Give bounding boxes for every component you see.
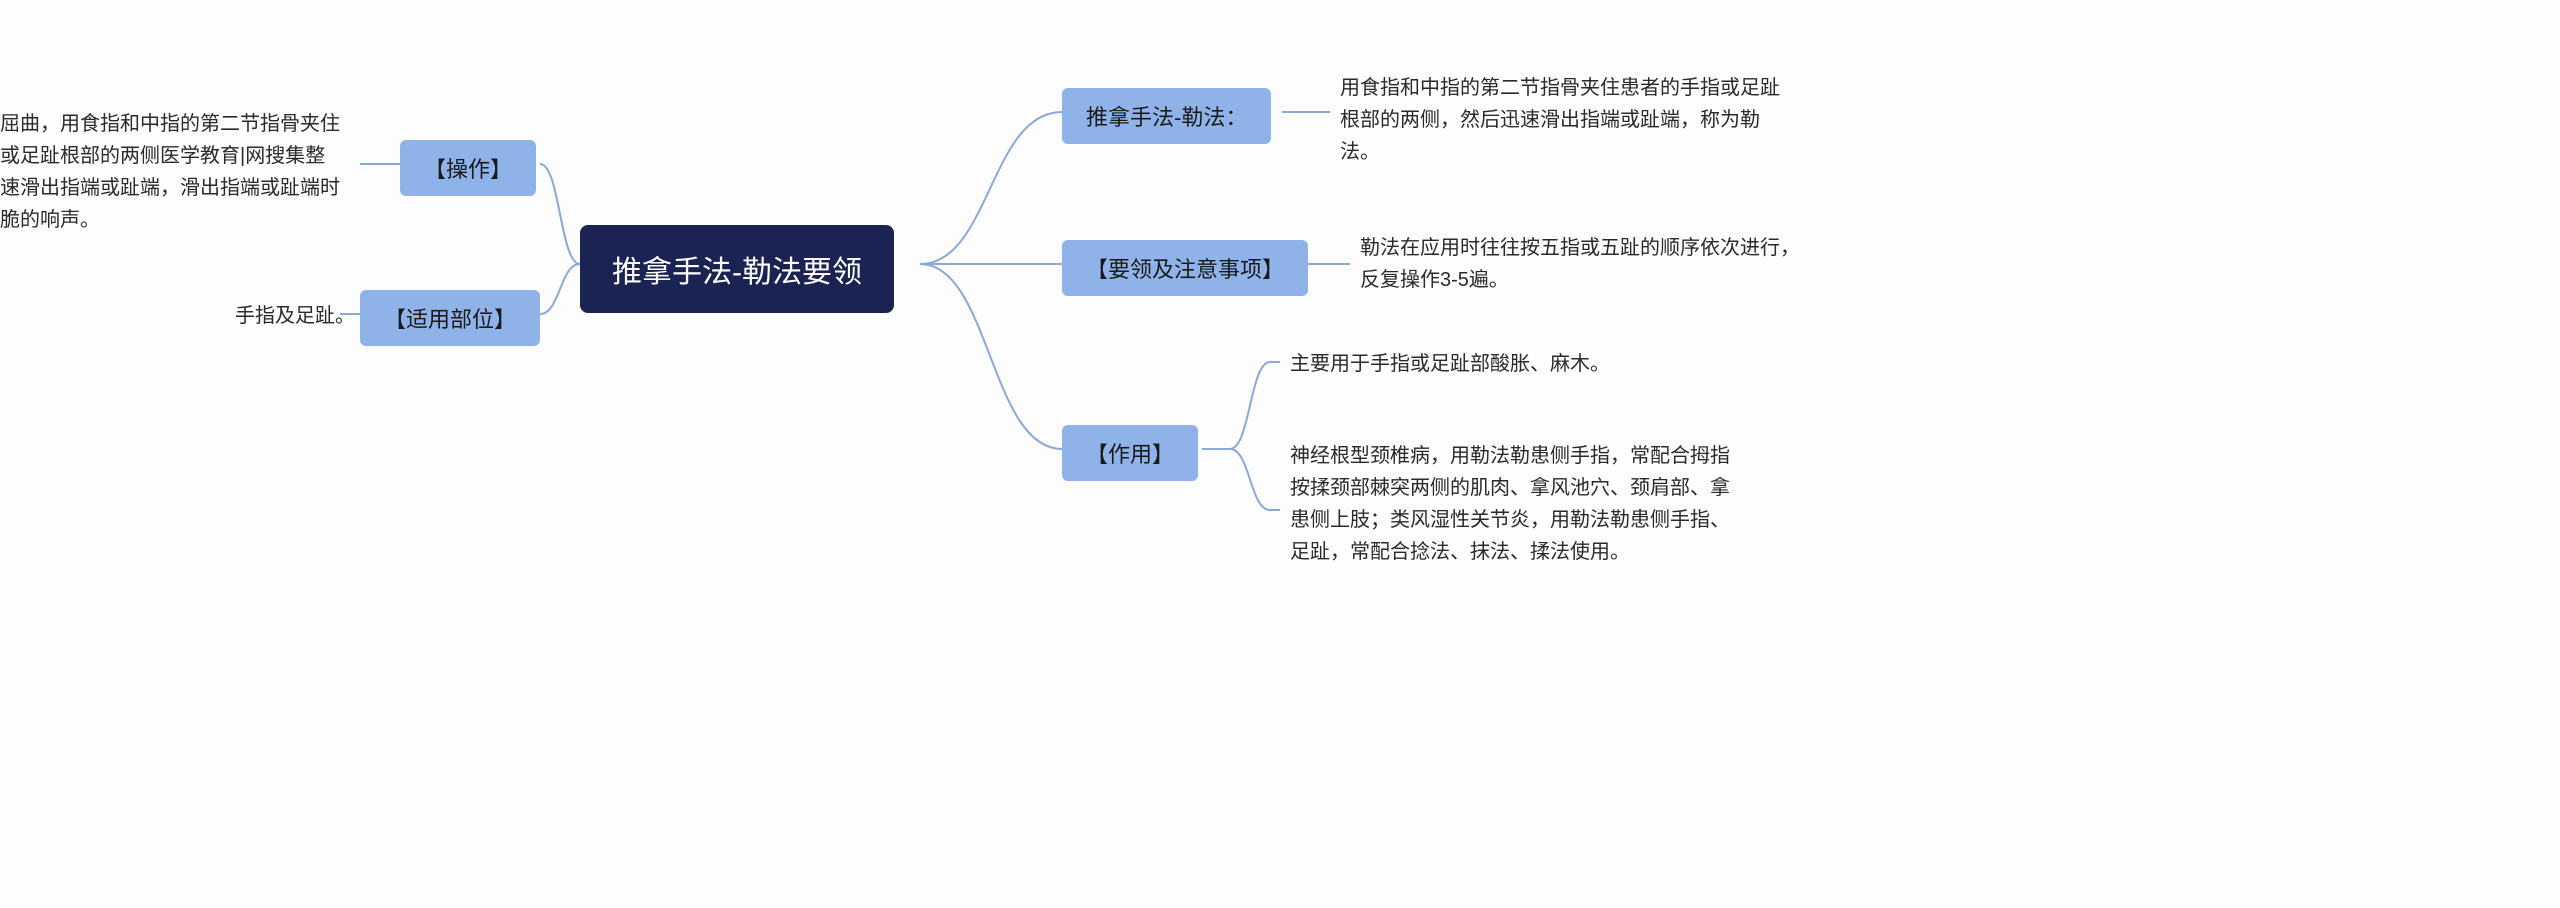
node-area[interactable]: 【适用部位】 [360,290,540,346]
leaf-notes: 勒法在应用时往往按五指或五趾的顺序依次进行，反复操作3-5遍。 [1360,232,1800,296]
node-method[interactable]: 推拿手法-勒法： [1062,88,1271,144]
node-effect[interactable]: 【作用】 [1062,425,1198,481]
node-notes[interactable]: 【要领及注意事项】 [1062,240,1308,296]
connectors-svg [0,0,2560,908]
root-node[interactable]: 推拿手法-勒法要领 [580,225,894,313]
leaf-effect-1: 主要用于手指或足趾部酸胀、麻木。 [1290,348,1730,380]
leaf-method: 用食指和中指的第二节指骨夹住患者的手指或足趾根部的两侧，然后迅速滑出指端或趾端，… [1340,72,1780,168]
leaf-area: 手指及足趾。 [215,300,355,332]
leaf-effect-2: 神经根型颈椎病，用勒法勒患侧手指，常配合拇指按揉颈部棘突两侧的肌肉、拿风池穴、颈… [1290,440,1730,568]
node-operation[interactable]: 【操作】 [400,140,536,196]
leaf-operation: 食指、中指屈曲，用食指和中指的第二节指骨夹住患者的手指或足趾根部的两侧医学教育|… [0,108,340,236]
